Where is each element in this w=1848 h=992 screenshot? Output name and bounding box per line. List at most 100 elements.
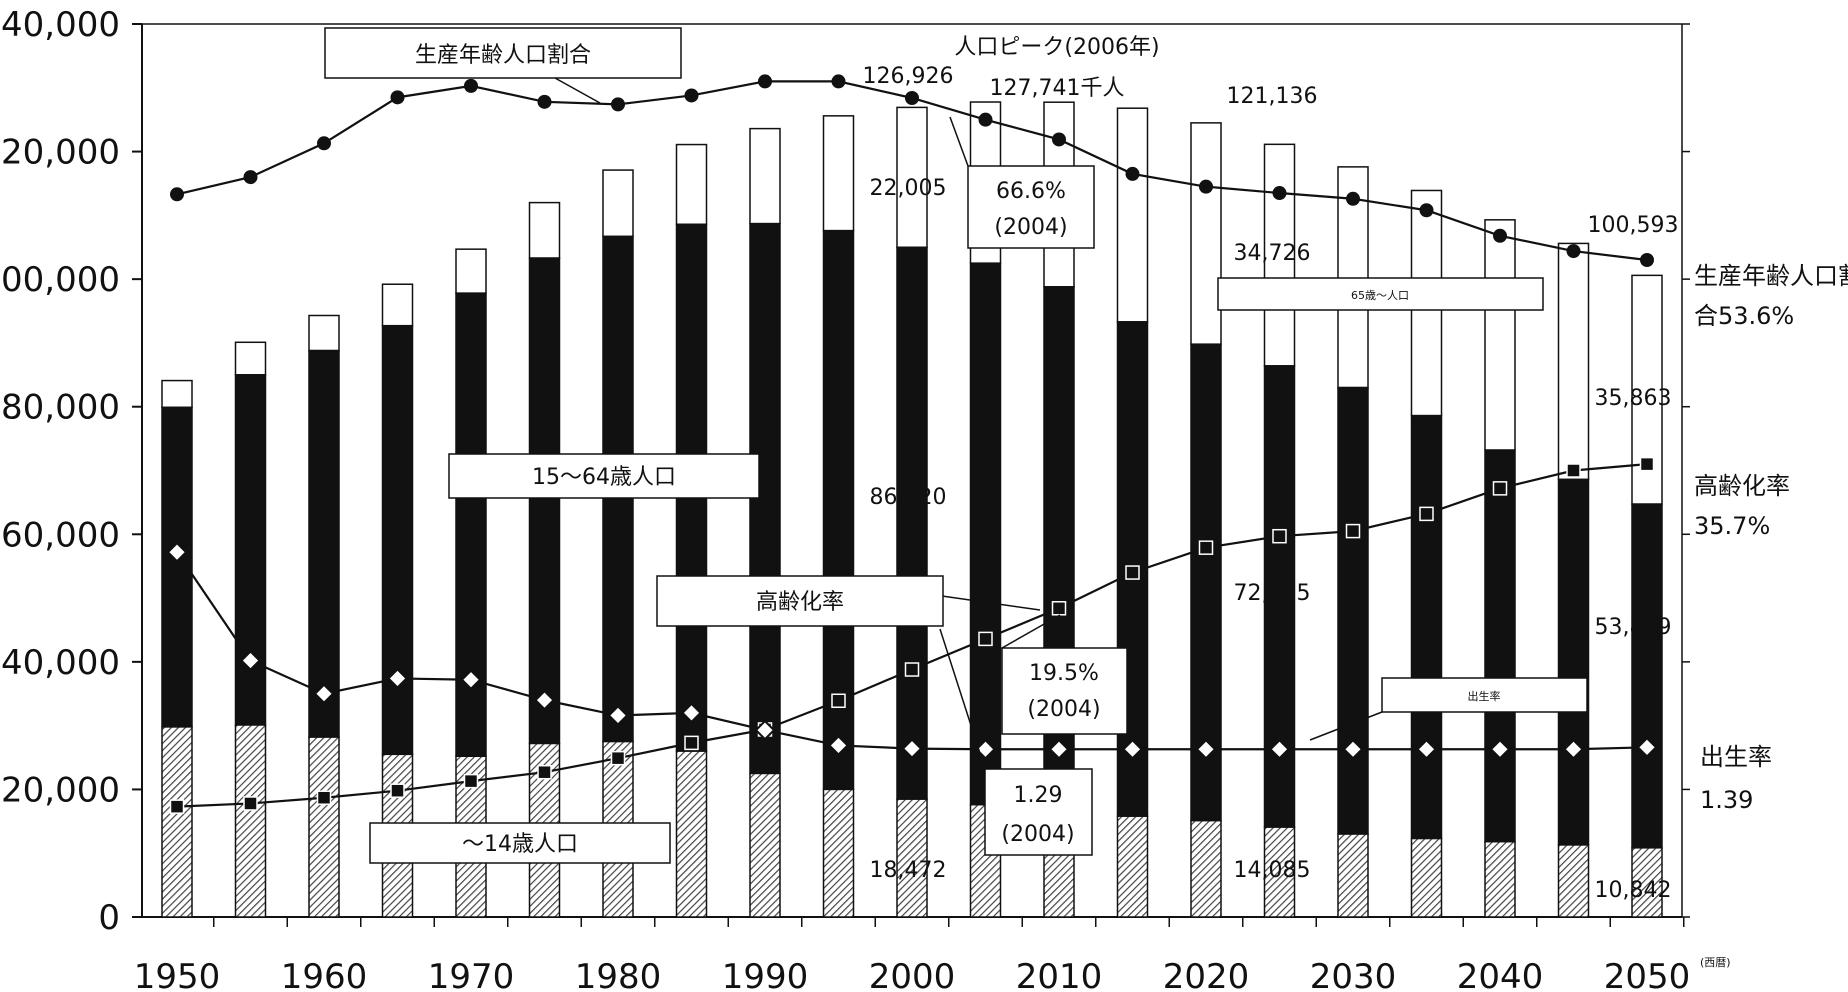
x-tick-label: 1970	[428, 957, 515, 992]
point-working-age-ratio	[170, 187, 184, 202]
bar-age-0-14	[308, 736, 340, 918]
point-birth-rate	[166, 541, 188, 563]
bar-age-15-64	[1557, 478, 1590, 846]
callout-aging-2004-year: (2004)	[1027, 697, 1100, 722]
bar-age-65-plus	[822, 115, 855, 232]
y-tick-label: 0	[98, 898, 120, 938]
bar-age-15-64	[161, 406, 193, 728]
callout-box-ratio	[324, 27, 682, 79]
bar-age-0-14	[896, 798, 928, 918]
bar-age-65-plus	[1116, 107, 1149, 323]
right-label-ratio-line1: 生産年齢人口割	[1694, 262, 1848, 290]
callout-text-aging: 高齢化率	[756, 590, 844, 615]
y-tick-label: 20,000	[1, 770, 120, 810]
point-working-age-ratio	[1125, 166, 1140, 181]
callout-box-age-65-plus	[1217, 277, 1544, 311]
callout-leader-ratio	[554, 77, 601, 104]
bar-age-0-14	[1631, 847, 1663, 918]
point-aging-rate	[1051, 601, 1067, 616]
bar-age-0-14	[822, 788, 855, 918]
bar-age-15-64	[234, 374, 267, 726]
y-tick-label: 60,000	[1, 515, 120, 555]
right-label-ratio-line2: 合53.6%	[1694, 302, 1794, 330]
annotation-child-2000: 18,472	[870, 858, 947, 883]
point-working-age-ratio	[1346, 191, 1360, 206]
bar-age-65-plus	[749, 127, 781, 225]
callout-birth-2004-year: (2004)	[1001, 822, 1074, 847]
bar-age-0-14	[1116, 815, 1149, 918]
point-working-age-ratio	[978, 112, 993, 127]
callout-leader-birth-2004	[939, 628, 986, 770]
point-working-age-ratio	[317, 136, 331, 151]
y-tick-label: 140,000	[0, 5, 120, 45]
callout-text-birth: 出生率	[1468, 689, 1501, 703]
point-birth-rate	[607, 705, 629, 726]
point-aging-rate	[1566, 463, 1581, 478]
bar-age-15-64	[381, 324, 414, 756]
right-label-aging-value: 35.7%	[1694, 512, 1770, 540]
x-tick-label: 1960	[281, 957, 368, 992]
y-axis-ticks: 0 20,000 40,000 60,000 80,000 100,000 120,000 1…	[0, 5, 1690, 938]
point-birth-rate	[1636, 736, 1658, 758]
y-tick-label: 120,000	[0, 133, 120, 173]
x-unit-label: (西暦)	[1700, 956, 1731, 969]
x-tick-label: 1950	[134, 957, 221, 992]
point-birth-rate	[901, 738, 923, 760]
bar-age-15-64	[896, 246, 928, 800]
point-aging-rate	[1345, 523, 1361, 539]
annotation-child-2025: 14,085	[1234, 858, 1311, 883]
callout-box-ratio-2004	[967, 165, 1095, 249]
point-birth-rate	[460, 669, 482, 691]
bar-age-65-plus	[234, 341, 267, 376]
point-working-age-ratio	[611, 97, 625, 112]
callout-leader-birth	[1309, 711, 1383, 741]
x-axis-ticks: 1950 1960 1970 1980 1990 2000 2010 2020 2030 2040…	[134, 917, 1690, 992]
x-tick-label: 1980	[575, 957, 662, 992]
point-aging-rate	[1125, 565, 1140, 580]
x-tick-label: 2040	[1457, 957, 1544, 992]
y-tick-label: 100,000	[0, 260, 120, 300]
bar-age-0-14	[1263, 826, 1296, 918]
point-birth-rate	[240, 650, 261, 671]
bar-age-65-plus	[308, 314, 340, 352]
point-aging-rate	[1272, 528, 1287, 544]
point-working-age-ratio	[758, 74, 772, 89]
annotation-total-2050: 100,593	[1588, 213, 1679, 238]
point-working-age-ratio	[1566, 244, 1581, 259]
point-birth-rate	[1416, 738, 1437, 760]
bar-age-15-64	[308, 349, 340, 738]
bar-age-65-plus	[1557, 242, 1590, 481]
right-label-birth-value: 1.39	[1700, 786, 1753, 814]
annotation-working-2025: 72,325	[1234, 581, 1311, 606]
value-annotations: 126,926 人口ピーク(2006年) 127,741千人 121,136 2…	[863, 35, 1679, 903]
bar-age-65-plus	[381, 283, 414, 327]
callout-box-aging-2004	[1001, 647, 1128, 735]
annotation-child-2050: 10,842	[1595, 878, 1672, 903]
callout-text-age-65-plus: 65歳～人口	[1351, 289, 1409, 302]
bar-age-0-14	[675, 750, 708, 918]
y-tick-label: 80,000	[1, 388, 120, 428]
point-working-age-ratio	[1419, 203, 1434, 218]
callout-box-birth-2004	[984, 768, 1093, 856]
bar-age-0-14	[749, 772, 781, 918]
point-aging-rate	[1492, 481, 1508, 496]
callout-box-birth	[1381, 677, 1588, 713]
annotation-total-2000: 126,926	[863, 64, 954, 89]
point-birth-rate	[1195, 738, 1217, 760]
bar-age-15-64	[969, 262, 1002, 806]
point-aging-rate	[1198, 540, 1214, 555]
right-label-birth-name: 出生率	[1700, 743, 1772, 771]
callout-box-age-15-64	[448, 453, 760, 499]
point-aging-rate	[316, 790, 332, 805]
annotation-working-2000: 86,220	[870, 485, 947, 510]
point-working-age-ratio	[831, 74, 846, 89]
bar-age-65-plus	[1190, 122, 1222, 345]
annotation-elderly-2050: 35,863	[1595, 386, 1672, 411]
bar-age-65-plus	[161, 379, 193, 409]
annotation-working-2050: 53,889	[1595, 615, 1672, 640]
callout-leader-aging	[941, 595, 1041, 611]
callouts: 生産年齢人口割合 15～64歳人口 高齢化率 ～14歳人口 65歳～人口 出生率…	[324, 27, 1588, 864]
point-aging-rate	[390, 783, 405, 798]
point-birth-rate	[1269, 738, 1290, 760]
